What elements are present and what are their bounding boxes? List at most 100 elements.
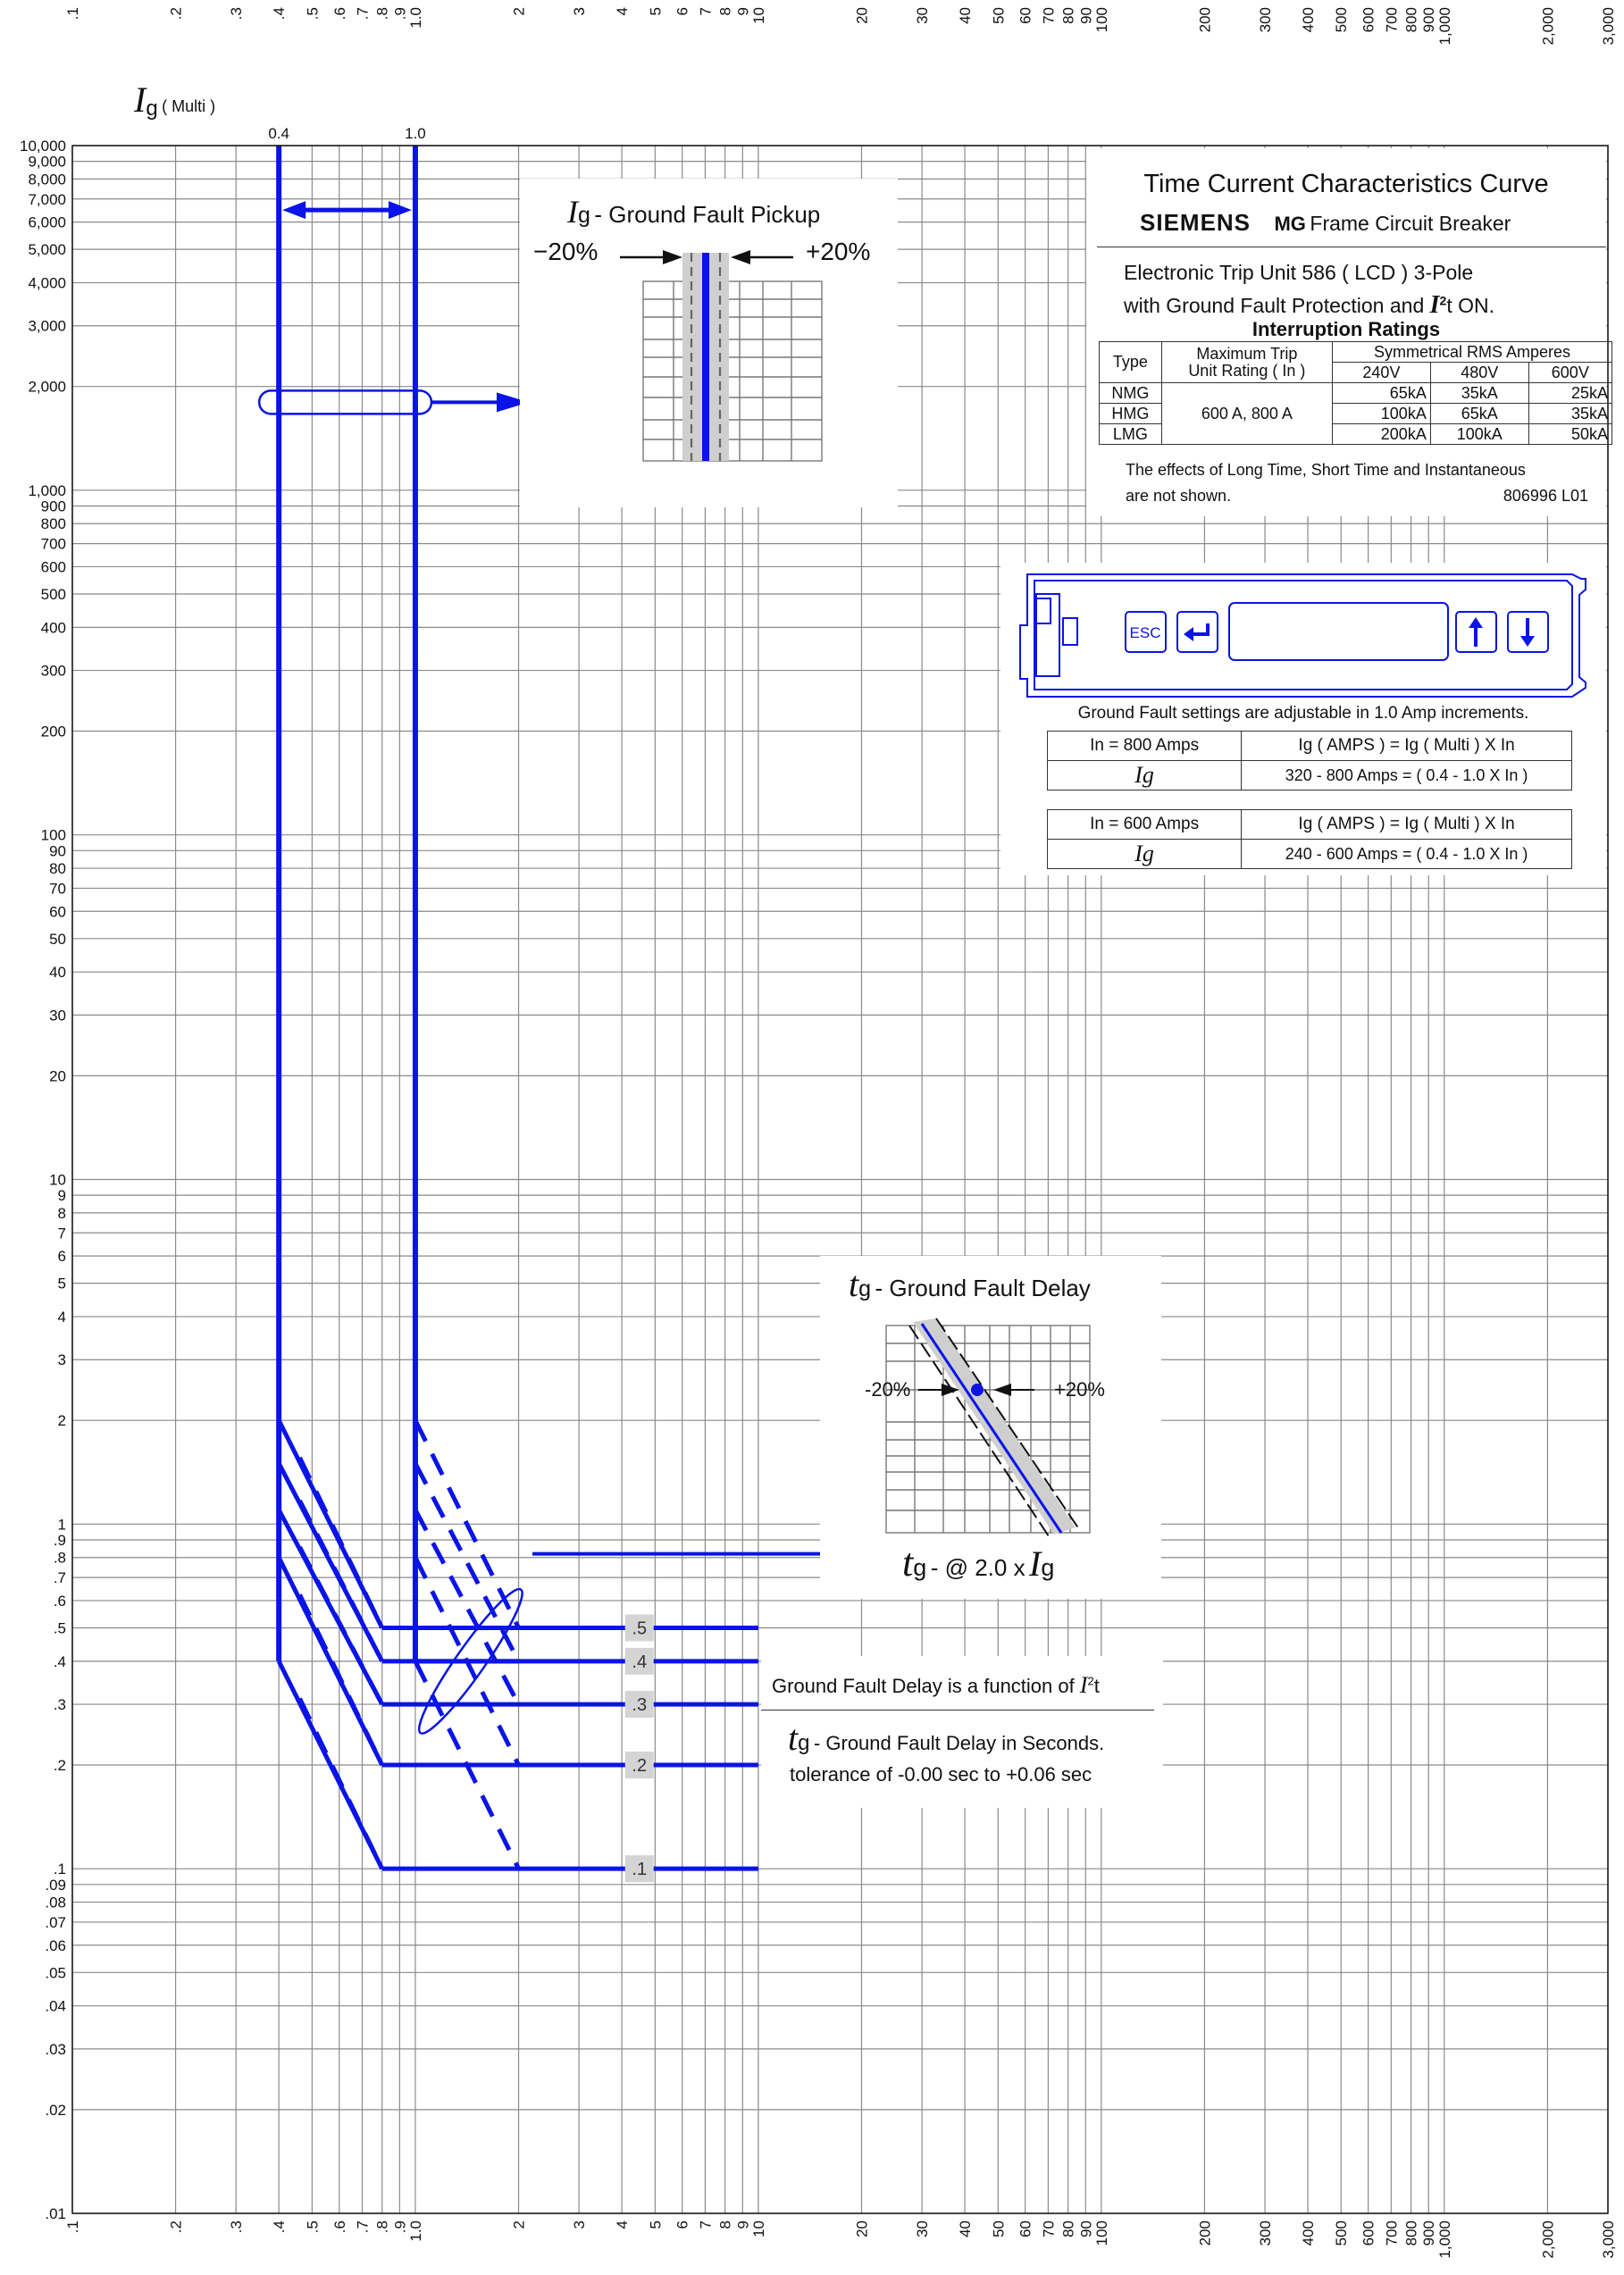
delay-arrow-left-icon	[993, 1384, 1011, 1396]
lcd-panel: ESC Ground Fault settings are adjustable…	[1000, 563, 1606, 875]
doc-id: 806996 L01	[1503, 487, 1588, 505]
delay-band-label-bg	[624, 1691, 654, 1719]
x-tick-label: .2	[168, 7, 185, 20]
delay-minus-label: -20%	[865, 1378, 911, 1401]
esc-label: ESC	[1130, 624, 1161, 641]
delay-point-icon	[971, 1384, 984, 1396]
function-line-1: Ground Fault Delay is a function of I2t	[772, 1672, 1100, 1699]
x-tick-label: 40	[957, 2221, 974, 2237]
y-tick-label: 5,000	[28, 241, 66, 258]
x-tick-label: 1,000	[1436, 2221, 1453, 2259]
y-tick-label: 700	[41, 536, 66, 553]
y-tick-label: .05	[45, 1964, 66, 1981]
pickup-arrow-right-icon	[388, 201, 412, 220]
x-tick-label: 60	[1017, 2221, 1034, 2237]
x-tick-label: 70	[1040, 7, 1057, 24]
x-tick-label: 600	[1360, 7, 1377, 32]
delay-bottom-t: t	[902, 1541, 914, 1585]
x-unit-multi: ( Multi )	[162, 97, 216, 115]
lcd-display-icon	[1228, 602, 1449, 661]
x-tick-label: 800	[1403, 7, 1420, 32]
x-tick-label: 20	[853, 7, 870, 24]
row-type: HMG	[1099, 403, 1162, 424]
y-tick-label: 600	[41, 558, 66, 575]
gf-line-i: I	[1429, 291, 1440, 319]
delay-title-text: - Ground Fault Delay	[875, 1275, 1091, 1301]
table-row: NMG 600 A, 800 A 65kA 35kA 25kA	[1099, 382, 1613, 445]
delay-plus-label: +20%	[1054, 1378, 1105, 1401]
y-tick-label: .09	[45, 1877, 66, 1894]
gf-table: In = 600 Amps Ig ( AMPS ) = Ig ( Multi ) …	[1046, 809, 1572, 869]
x-tick-label: .4	[271, 2221, 288, 2233]
delay-nominal-line	[920, 1323, 1063, 1534]
y-tick-label: 20	[49, 1067, 66, 1084]
x-tick-label: 400	[1300, 2221, 1317, 2246]
y-tick-label: 8,000	[28, 171, 66, 188]
x-tick-labels-bottom: .1 .2 .3 .4 .5 .6 .7.8.91.0 2 3 4 5 6 7 8 910 20 30 40 50 6…	[64, 2221, 1617, 2259]
x-tick-label: .9	[391, 2221, 408, 2233]
y-tick-label: .2	[54, 1757, 66, 1774]
row-600: 25kA	[1528, 382, 1613, 404]
x-tick-label: 4	[614, 7, 631, 15]
x-tick-label: .1	[64, 2221, 81, 2233]
y-tick-label: 5	[58, 1276, 66, 1292]
function-line-3: tolerance of -0.00 sec to +0.06 sec	[790, 1763, 1092, 1786]
y-tick-label: .1	[54, 1861, 66, 1878]
delay-inset-drawing	[885, 1317, 1091, 1537]
delay-callout	[417, 1587, 523, 1735]
delay-band-label-bg	[624, 1647, 654, 1675]
x-tick-label: .2	[168, 2221, 185, 2233]
lcd-note: Ground Fault settings are adjustable in …	[1077, 704, 1529, 723]
x-tick-label: 2	[511, 7, 528, 15]
y-tick-label: 900	[41, 498, 66, 514]
row-600: 50kA	[1528, 423, 1613, 445]
x-tick-label: 200	[1196, 7, 1213, 32]
y-tick-label: 2,000	[28, 379, 66, 396]
y-tick-label: 2	[58, 1412, 66, 1429]
y-tick-label: 60	[49, 903, 66, 920]
x-tick-label: .7	[354, 7, 371, 20]
gf-line-text: with Ground Fault Protection and	[1124, 294, 1425, 317]
x-tick-label: 2,000	[1539, 7, 1556, 46]
x-tick-label: .5	[304, 7, 321, 20]
y-tick-label: 80	[49, 860, 66, 877]
table-row: In = 600 Amps Ig ( AMPS ) = Ig ( Multi ) …	[1046, 809, 1572, 840]
i2t-ramp-low	[276, 1509, 384, 1706]
table1-in: In = 800 Amps	[1046, 731, 1243, 761]
x-tick-label: 3	[571, 2221, 588, 2229]
x-tick-label: .8	[374, 7, 391, 20]
x-tick-label: 50	[990, 7, 1007, 24]
gf-table-800: In = 800 Amps Ig ( AMPS ) = Ig ( Multi ) …	[1046, 731, 1572, 790]
y-tick-label: 90	[49, 842, 66, 859]
y-tick-label: 800	[41, 515, 66, 532]
y-tick-label: 6,000	[28, 214, 66, 231]
pickup-arrow-left-icon	[282, 201, 306, 220]
table-row: HMG 100kA 65kA 35kA	[1099, 403, 1613, 424]
row-240: 100kA	[1332, 403, 1431, 424]
x-tick-label: 100	[1093, 2221, 1110, 2246]
col-type: Type	[1099, 341, 1162, 383]
y-tick-label: .06	[45, 1937, 66, 1954]
col-240v: 240V	[1332, 362, 1431, 383]
frame-text: Frame Circuit Breaker	[1310, 212, 1511, 235]
x-tick-label: 7	[697, 2221, 714, 2229]
table-row: Ig 240 - 600 Amps = ( 0.4 - 1.0 X In )	[1046, 839, 1572, 869]
function-note: Ground Fault Delay is a function of I2t …	[761, 1656, 1163, 1808]
brand-line: SIEMENS MG Frame Circuit Breaker	[1140, 209, 1511, 237]
x-tick-label: 80	[1060, 7, 1077, 24]
x-tick-label: 100	[1093, 7, 1110, 32]
table1-range: 320 - 800 Amps = ( 0.4 - 1.0 X In )	[1241, 760, 1572, 790]
trip-unit-line: Electronic Trip Unit 586 ( LCD ) 3-Pole	[1124, 261, 1474, 284]
function-line-2-t: t	[788, 1718, 799, 1758]
x-unit-label: Ig ( Multi )	[134, 79, 215, 121]
y-tick-label: 500	[41, 586, 66, 603]
row-480: 100kA	[1429, 423, 1529, 445]
delay-band-label-bg	[624, 1752, 654, 1779]
pickup-title-i: I	[567, 194, 578, 230]
y-tick-label: 8	[58, 1205, 66, 1222]
y-tick-label: .04	[45, 1998, 66, 2015]
x-tick-label: 9	[734, 7, 751, 15]
y-tick-label: 7,000	[28, 191, 66, 208]
x-tick-label: 700	[1383, 2221, 1400, 2246]
plot-border	[71, 145, 1609, 2214]
